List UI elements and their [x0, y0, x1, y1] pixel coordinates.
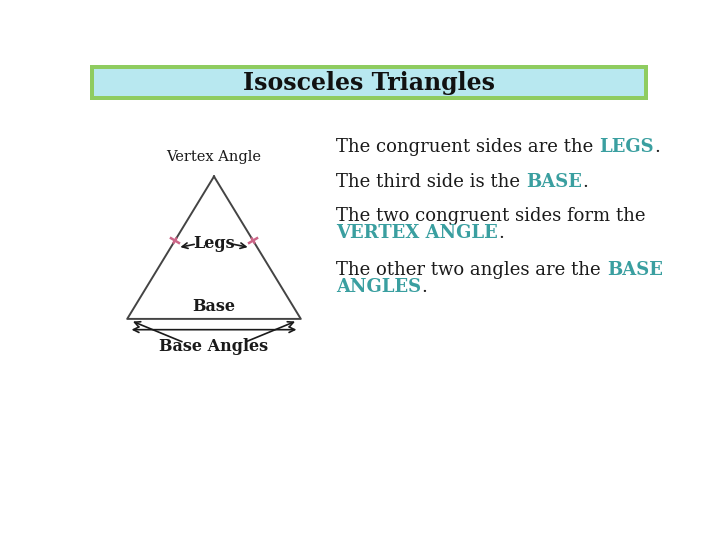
Text: The other two angles are the: The other two angles are the: [336, 261, 607, 279]
Text: Base: Base: [192, 298, 235, 315]
Text: BASE: BASE: [607, 261, 662, 279]
Text: VERTEX ANGLE: VERTEX ANGLE: [336, 224, 498, 242]
Text: LEGS: LEGS: [600, 138, 654, 156]
Text: .: .: [582, 173, 588, 191]
Text: Vertex Angle: Vertex Angle: [166, 150, 261, 164]
Text: The third side is the: The third side is the: [336, 173, 526, 191]
Bar: [90, 65, 648, 100]
Text: ANGLES: ANGLES: [336, 278, 422, 296]
Text: Isosceles Triangles: Isosceles Triangles: [243, 71, 495, 94]
Text: .: .: [422, 278, 428, 296]
Text: BASE: BASE: [526, 173, 582, 191]
Text: Base Angles: Base Angles: [159, 338, 269, 355]
Bar: [94, 69, 644, 96]
Text: The two congruent sides form the: The two congruent sides form the: [336, 207, 646, 225]
Text: .: .: [498, 224, 504, 242]
Text: .: .: [654, 138, 660, 156]
Text: Legs: Legs: [193, 235, 235, 252]
Text: The congruent sides are the: The congruent sides are the: [336, 138, 600, 156]
